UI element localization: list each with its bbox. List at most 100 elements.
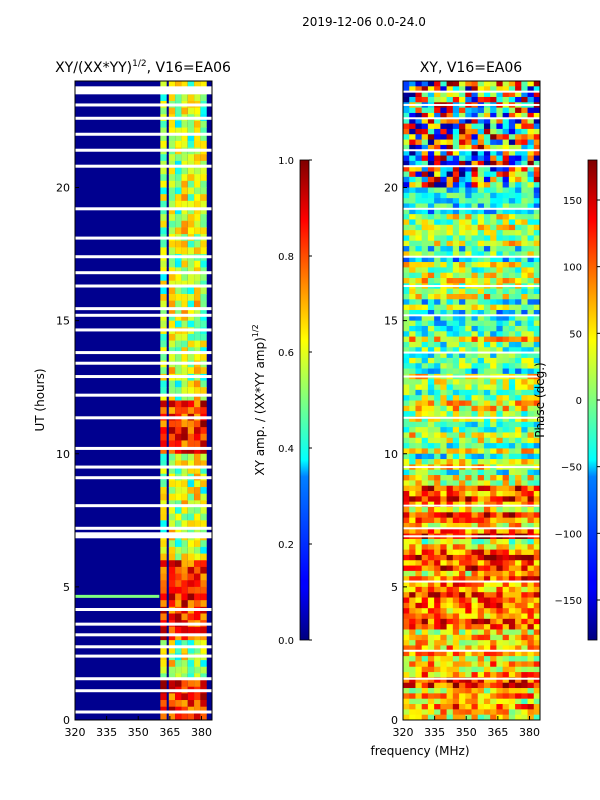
- phase-cell: [471, 336, 479, 343]
- phase-cell: [465, 230, 472, 236]
- phase-cell: [452, 416, 460, 423]
- phase-cell: [452, 544, 460, 550]
- phase-cell: [471, 677, 479, 684]
- phase-cell: [421, 693, 429, 700]
- phase-cell: [508, 160, 516, 167]
- phase-cell: [465, 144, 472, 151]
- phase-cell: [483, 437, 491, 444]
- phase-cell: [502, 256, 510, 263]
- phase-cell: [515, 262, 522, 268]
- phase-cell: [527, 240, 535, 247]
- amplitude-cell: [200, 673, 207, 681]
- phase-cell: [465, 459, 472, 465]
- phase-cell: [490, 379, 497, 385]
- phase-cell: [527, 187, 535, 194]
- phase-cell: [409, 560, 416, 566]
- amplitude-cell: [200, 393, 207, 401]
- phase-cell: [421, 592, 429, 598]
- phase-cell: [515, 139, 522, 146]
- amplitude-cell: [187, 613, 195, 621]
- phase-cell: [508, 608, 516, 614]
- phase-cell: [508, 597, 516, 604]
- phase-cell: [483, 395, 491, 401]
- phase-cell: [446, 128, 454, 135]
- phase-cell: [515, 405, 522, 412]
- phase-cell: [527, 278, 535, 284]
- amplitude-cell: [187, 180, 195, 188]
- phase-cell: [521, 357, 528, 364]
- amplitude-cell: [160, 700, 167, 708]
- phase-cell: [496, 634, 504, 641]
- amplitude-cell: [181, 320, 188, 328]
- phase-cell: [465, 576, 472, 582]
- phase-cell: [527, 432, 535, 439]
- phase-cell: [490, 160, 497, 167]
- phase-cell: [477, 128, 485, 135]
- phase-cell: [508, 325, 516, 332]
- phase-cell: [421, 128, 429, 135]
- phase-cell: [434, 597, 441, 604]
- phase-cell: [483, 379, 491, 385]
- amplitude-flag-line: [75, 236, 212, 240]
- phase-cell: [459, 86, 466, 93]
- phase-cell: [427, 166, 435, 172]
- amplitude-flag-line: [75, 622, 212, 626]
- phase-cell: [415, 214, 423, 220]
- phase-cell: [409, 549, 416, 556]
- phase-cell: [490, 214, 497, 220]
- phase-cell: [490, 453, 497, 460]
- phase-cell: [452, 427, 460, 433]
- phase-cell: [427, 443, 435, 449]
- phase-flag-line: [403, 504, 540, 507]
- phase-cell: [440, 656, 447, 662]
- phase-cell: [490, 618, 497, 625]
- phase-cell: [502, 91, 510, 98]
- phase-cell: [521, 421, 528, 428]
- phase-cell: [508, 437, 516, 444]
- phase-cell: [440, 634, 447, 641]
- phase-cell: [496, 341, 504, 348]
- phase-cell: [533, 86, 541, 93]
- phase-cell: [403, 656, 410, 662]
- phase-cell: [515, 688, 522, 694]
- phase-cell: [502, 272, 510, 279]
- phase-cell: [415, 480, 423, 487]
- phase-cell: [446, 666, 454, 673]
- x-tick-label: 335: [424, 726, 445, 739]
- phase-cell: [465, 469, 472, 476]
- phase-cell: [477, 123, 485, 130]
- phase-cell: [421, 357, 429, 364]
- phase-cell: [409, 176, 416, 183]
- amplitude-cell: [187, 693, 195, 701]
- phase-cell: [427, 347, 435, 353]
- phase-cell: [434, 352, 441, 359]
- phase-cell: [527, 331, 535, 337]
- phase-cell: [440, 661, 447, 668]
- phase-cell: [527, 576, 535, 582]
- amplitude-cell: [181, 194, 188, 202]
- phase-cell: [508, 602, 516, 609]
- phase-cell: [496, 661, 504, 668]
- phase-cell: [502, 347, 510, 353]
- phase-cell: [452, 432, 460, 439]
- phase-cell: [471, 208, 479, 215]
- amplitude-cell: [181, 214, 188, 222]
- phase-cell: [502, 453, 510, 460]
- amplitude-cell: [175, 427, 182, 435]
- phase-cell: [440, 389, 447, 396]
- phase-cell: [421, 448, 429, 455]
- phase-cell: [508, 661, 516, 668]
- amplitude-cell: [200, 420, 207, 428]
- phase-cell: [533, 235, 541, 242]
- phase-cell: [496, 507, 504, 513]
- amplitude-cell: [200, 500, 207, 508]
- amplitude-cell: [181, 294, 188, 302]
- phase-cell: [502, 554, 510, 561]
- phase-cell: [515, 586, 522, 593]
- phase-cell: [403, 586, 410, 593]
- phase-cell: [496, 187, 504, 194]
- phase-cell: [427, 198, 435, 204]
- phase-cell: [515, 677, 522, 684]
- phase-cell: [521, 331, 528, 337]
- phase-cell: [527, 139, 535, 146]
